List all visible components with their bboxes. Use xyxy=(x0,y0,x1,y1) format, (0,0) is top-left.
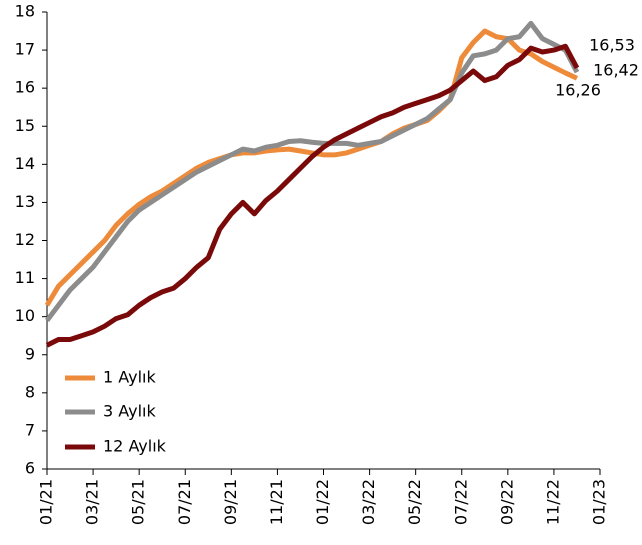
x-tick-label: 03/22 xyxy=(359,479,378,525)
x-tick-label: 09/22 xyxy=(497,479,516,525)
x-tick-label: 05/21 xyxy=(129,479,148,525)
x-tick-label: 09/21 xyxy=(221,479,240,525)
x-tick-label: 01/21 xyxy=(37,479,56,525)
series-line xyxy=(45,20,580,322)
y-tick-label: 8 xyxy=(25,382,35,401)
y-tick-label: 6 xyxy=(25,459,35,478)
x-tick-label: 05/22 xyxy=(405,479,424,525)
x-tick-label: 01/22 xyxy=(313,479,332,525)
y-tick-label: 18 xyxy=(15,2,35,21)
x-tick-label: 07/22 xyxy=(451,479,470,525)
series-line xyxy=(44,28,579,307)
legend-label: 3 Aylık xyxy=(103,402,156,421)
y-tick-label: 13 xyxy=(15,192,35,211)
legend-label: 1 Aylık xyxy=(103,368,156,387)
x-tick-label: 11/21 xyxy=(267,479,286,525)
legend-label: 12 Aylık xyxy=(103,437,167,456)
y-tick-label: 14 xyxy=(15,154,35,173)
x-tick-label: 11/22 xyxy=(543,479,562,525)
y-tick-label: 16 xyxy=(15,78,35,97)
y-tick-label: 10 xyxy=(15,306,35,325)
x-tick-label: 03/21 xyxy=(83,479,102,525)
y-tick-label: 9 xyxy=(25,344,35,363)
series-line xyxy=(45,43,580,348)
x-tick-label: 07/21 xyxy=(175,479,194,525)
y-tick-label: 17 xyxy=(15,40,35,59)
end-label: 16,42 xyxy=(593,61,639,80)
end-label: 16,26 xyxy=(555,81,601,100)
y-tick-label: 11 xyxy=(15,268,35,287)
y-tick-label: 7 xyxy=(25,420,35,439)
y-tick-label: 12 xyxy=(15,230,35,249)
y-tick-label: 15 xyxy=(15,116,35,135)
x-tick-label: 01/23 xyxy=(590,479,609,525)
end-label: 16,53 xyxy=(589,36,635,55)
